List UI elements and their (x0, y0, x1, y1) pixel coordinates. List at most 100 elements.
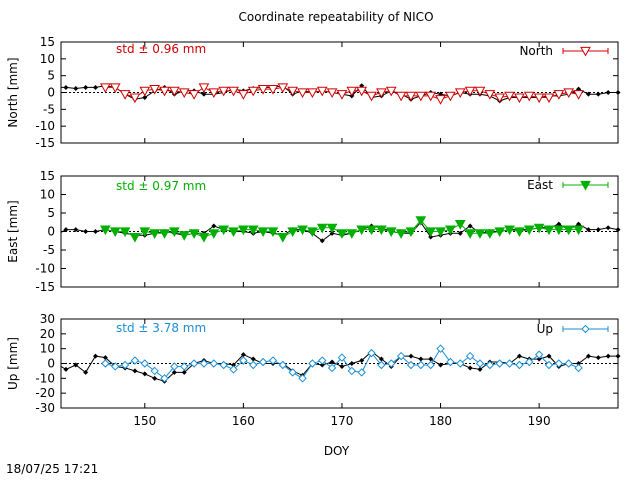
east-series-point (395, 229, 407, 239)
up-series-point (337, 353, 347, 362)
north-observed-point (585, 91, 591, 97)
up-series-point (416, 360, 426, 370)
up-observed-point (93, 353, 99, 359)
east-series-point (385, 227, 397, 238)
north-series-point (346, 86, 358, 97)
up-observed-point (546, 353, 552, 359)
east-ytick-label: -10 (35, 262, 55, 276)
east-series-point (100, 225, 111, 236)
up-series-point (485, 360, 495, 370)
up-series-point (120, 360, 130, 370)
north-series-point (257, 85, 269, 95)
up-observed-point (408, 353, 414, 359)
east-ytick-label: 5 (47, 206, 55, 220)
north-series-point (484, 90, 496, 100)
up-series-point (406, 360, 416, 370)
up-series-point (436, 344, 445, 353)
north-observed-point (595, 91, 601, 97)
east-ytick-label: 10 (40, 188, 55, 202)
up-observed-point (231, 362, 237, 368)
up-observed-point (378, 356, 384, 362)
up-series-point (495, 359, 504, 368)
east-observed-line (61, 221, 618, 242)
east-observed-point (457, 230, 463, 236)
east-observed-point (83, 229, 89, 234)
north-series-point (119, 90, 131, 100)
north-series-point (109, 83, 121, 93)
up-observed-point (181, 369, 187, 375)
east-observed-point (93, 229, 99, 234)
up-series-point (209, 359, 219, 368)
north-series-point (247, 86, 259, 97)
north-series-point (474, 86, 486, 97)
east-series-point (316, 223, 328, 234)
east-series-point (494, 227, 506, 238)
up-observed-point (329, 359, 335, 365)
north-series-point (464, 86, 476, 97)
east-series-point (267, 227, 279, 238)
east-ylabel: East [mm] (6, 200, 20, 262)
east-series-point (366, 225, 377, 236)
north-series-point (100, 83, 111, 93)
east-observed-point (615, 227, 621, 233)
up-series-point (396, 351, 406, 361)
east-std-label: std ± 0.97 mm (116, 179, 206, 193)
east-series-point (573, 225, 584, 236)
east-series-point (563, 225, 575, 236)
north-series-point (139, 86, 151, 97)
up-series-point (239, 356, 248, 365)
east-observed-point (211, 223, 217, 229)
east-series-point (523, 225, 535, 236)
up-observed-point (339, 363, 345, 369)
up-xtick-label: 180 (429, 414, 452, 428)
north-ytick-label: -15 (35, 136, 55, 150)
east-ytick-label: -5 (43, 243, 55, 257)
east-observed-point (73, 227, 79, 233)
up-xtick-label: 190 (528, 414, 551, 428)
east-series-point (514, 227, 525, 238)
up-series-point (160, 374, 169, 383)
up-series-point (130, 356, 140, 365)
east-series-point (238, 225, 249, 236)
east-ytick-label: 0 (47, 225, 55, 239)
up-ytick-label: 10 (40, 342, 55, 356)
north-series-point (316, 86, 328, 97)
east-series-point (169, 227, 180, 238)
up-series-point (219, 360, 228, 370)
up-observed-point (605, 353, 611, 359)
north-ytick-label: 10 (40, 52, 55, 66)
up-observed-point (615, 353, 621, 359)
up-observed-point (319, 362, 325, 368)
up-series-point (298, 374, 307, 383)
north-observed-point (83, 84, 89, 90)
north-series-point (198, 83, 210, 93)
north-series-point (277, 83, 289, 93)
up-series-point (377, 360, 386, 370)
chart-title: Coordinate repeatability of NICO (238, 10, 433, 24)
east-series-point (543, 225, 555, 236)
east-series-point (257, 227, 269, 238)
north-series-point (287, 86, 299, 97)
east-series-point (484, 229, 496, 239)
east-series-point (277, 232, 289, 243)
east-observed-point (319, 238, 325, 244)
north-series-point (326, 88, 338, 99)
north-series-point (336, 90, 348, 100)
north-ytick-label: -10 (35, 119, 55, 133)
east-series-point (425, 227, 437, 238)
north-series-point (523, 91, 535, 102)
up-ytick-label: -10 (35, 371, 55, 385)
north-series-point (129, 93, 141, 104)
up-observed-point (73, 362, 79, 368)
up-series-point (288, 368, 297, 377)
up-series-point (544, 360, 554, 370)
north-series-point (504, 91, 515, 102)
north-observed-point (63, 84, 69, 90)
east-series-point (464, 229, 476, 239)
north-series-point (415, 91, 427, 102)
x-axis-label: DOY (324, 444, 350, 458)
up-observed-point (576, 361, 582, 366)
up-observed-point (359, 358, 365, 364)
up-series-point (456, 359, 465, 368)
north-observed-point (201, 91, 207, 97)
